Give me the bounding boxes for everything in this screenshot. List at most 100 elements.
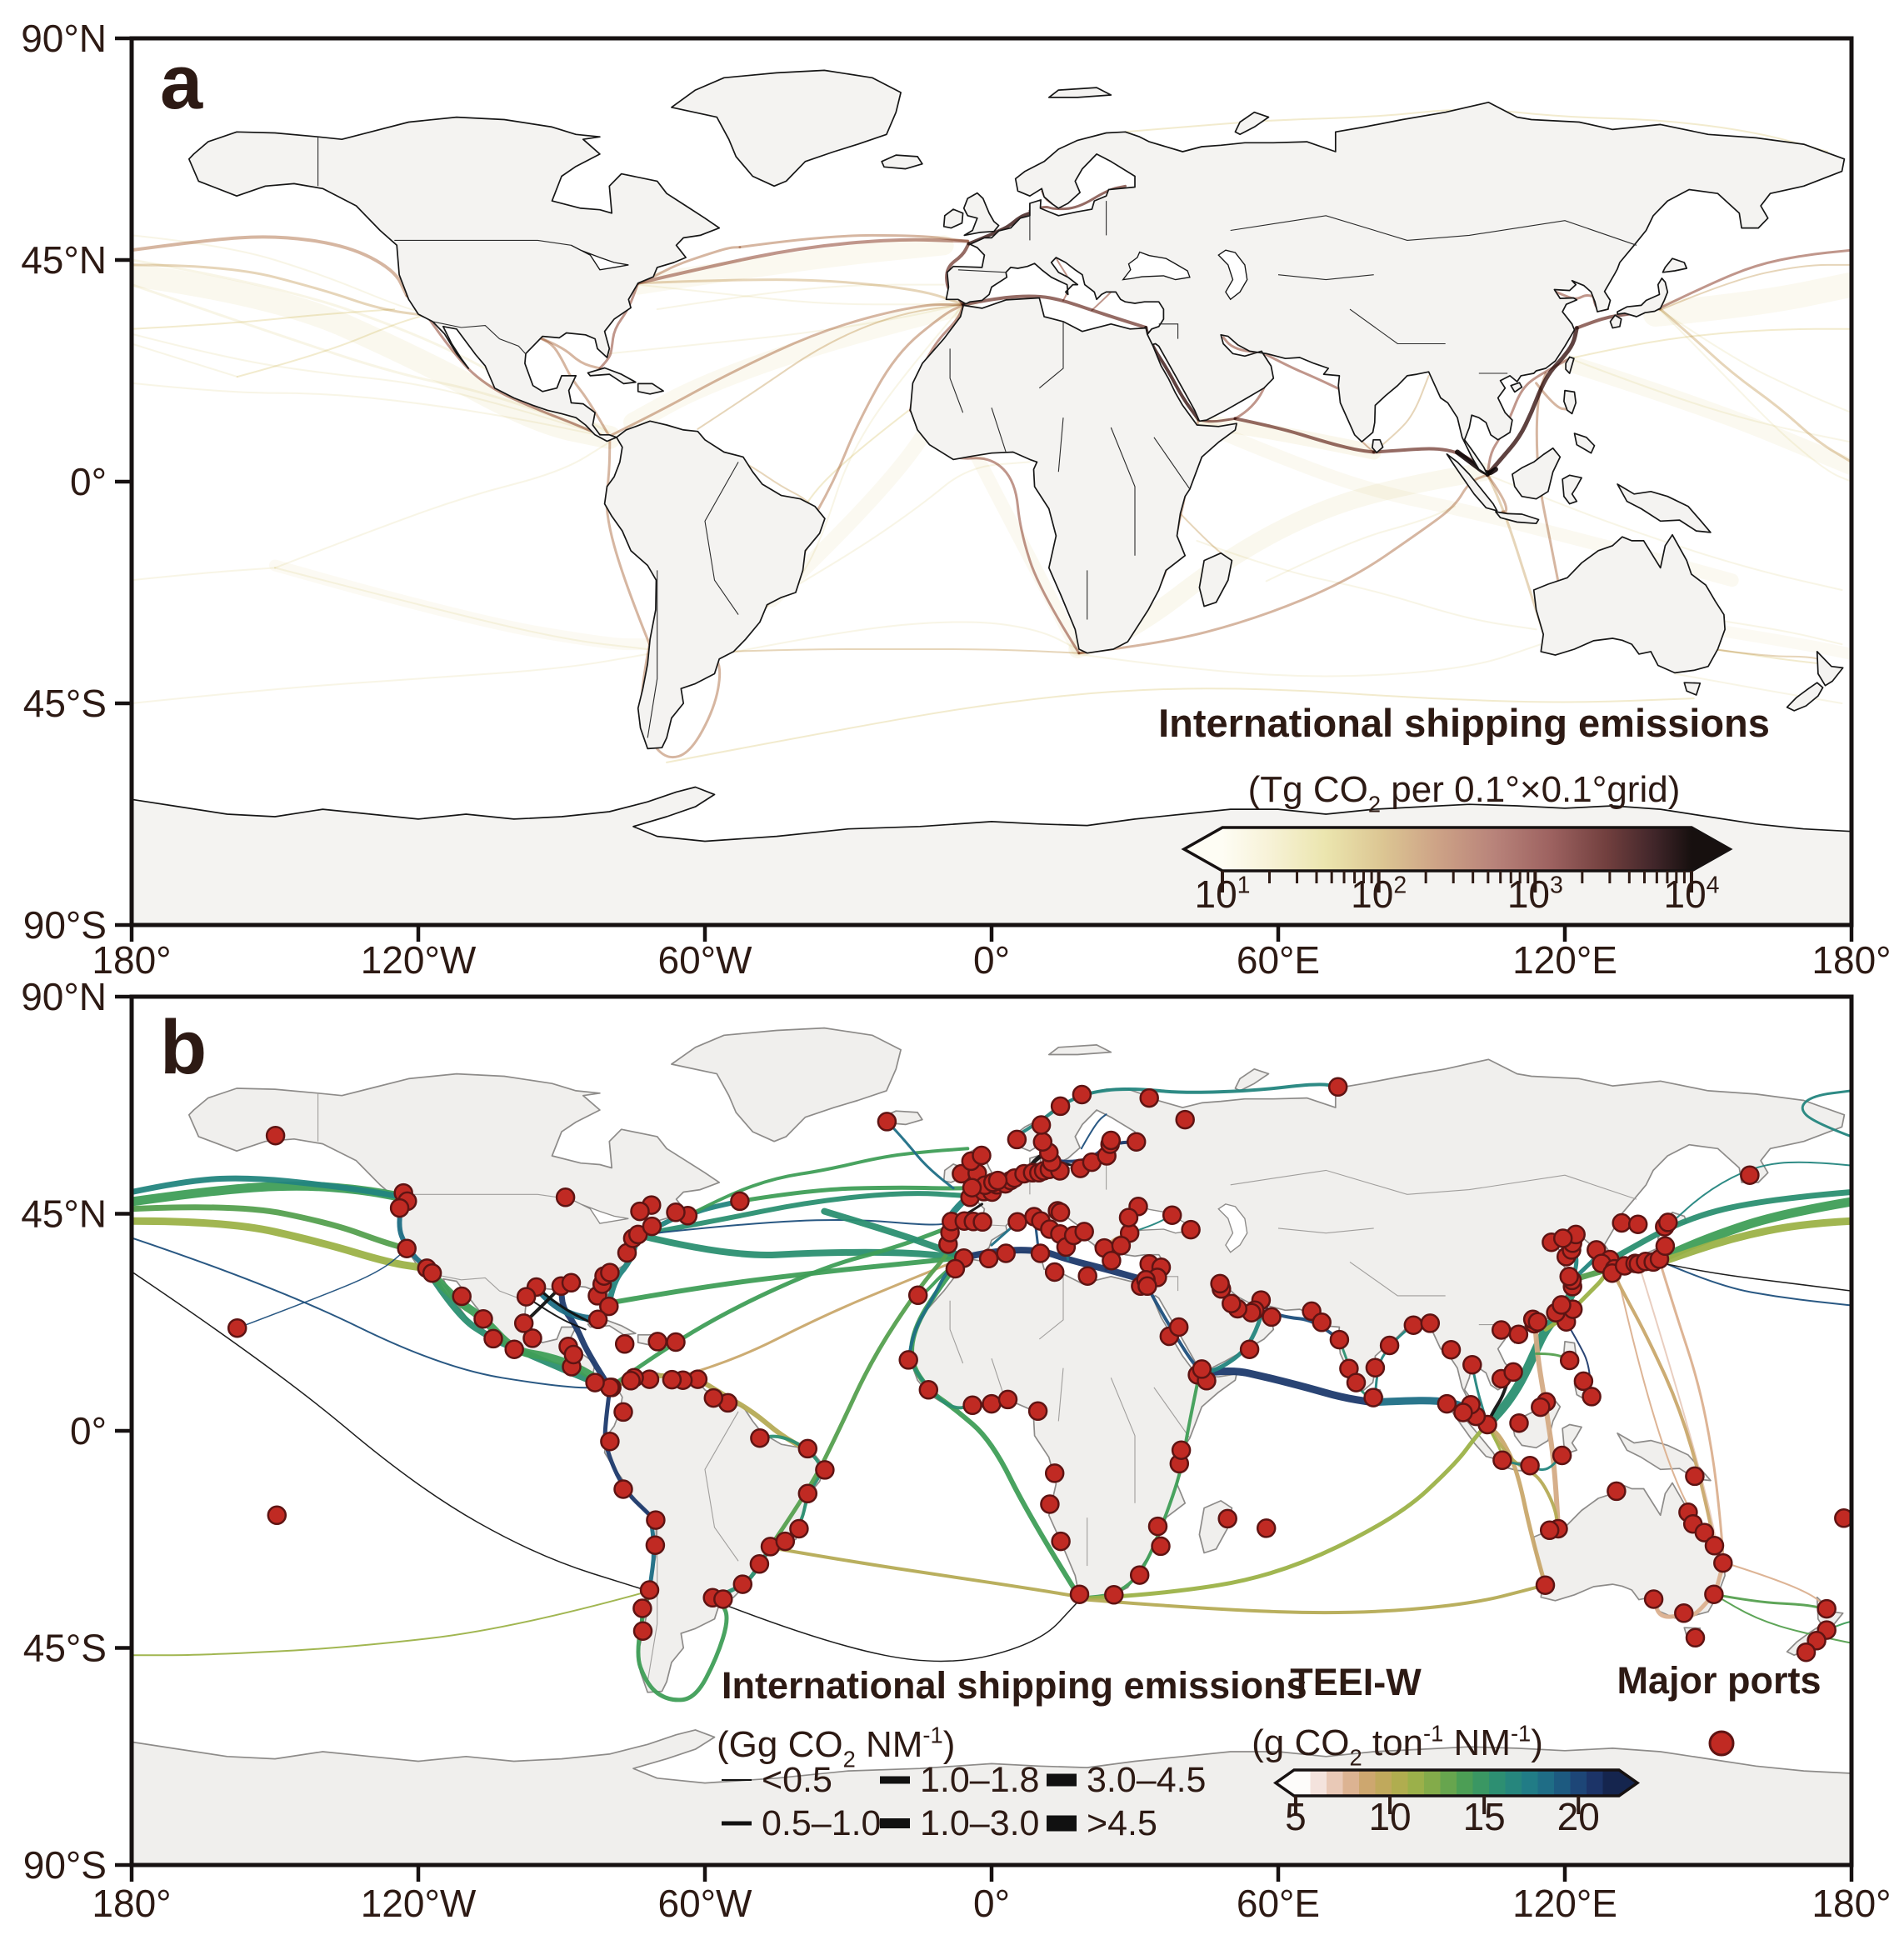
port-marker — [1210, 1273, 1230, 1294]
port-marker — [1559, 1350, 1580, 1371]
port-marker — [1817, 1598, 1837, 1619]
shipping-route — [1607, 1261, 1717, 1548]
x-tick-label: 60°W — [658, 1882, 753, 1925]
shipping-route — [132, 1204, 410, 1252]
shipping-route — [768, 1546, 1082, 1599]
coastline — [1563, 389, 1577, 415]
port-marker — [1437, 1393, 1457, 1414]
country-border — [949, 1300, 964, 1364]
port-marker — [1262, 1307, 1282, 1328]
coastline — [132, 786, 1852, 925]
port-marker — [614, 1334, 635, 1354]
coastline — [1446, 453, 1498, 512]
port-marker — [1658, 1212, 1678, 1232]
port-marker — [600, 1262, 620, 1282]
panel-letter-b: b — [160, 1005, 207, 1090]
port-marker — [422, 1262, 442, 1283]
port-marker — [749, 1554, 770, 1574]
port-marker — [732, 1574, 753, 1594]
country-border — [1158, 323, 1179, 339]
major-ports-layer — [227, 1077, 1852, 1662]
coastline — [1683, 682, 1702, 696]
shipping-route — [1801, 1089, 1852, 1138]
shipping-route — [723, 1601, 1078, 1662]
shipping-density-route — [1712, 648, 1828, 664]
lake — [1217, 249, 1248, 301]
x-tick-label: 120°E — [1512, 938, 1617, 982]
port-marker — [1491, 1320, 1512, 1340]
port-marker — [775, 1531, 796, 1552]
shipping-route — [634, 1232, 967, 1262]
shipping-density-route — [637, 283, 964, 306]
port-marker — [642, 1216, 662, 1237]
panel-letter-a: a — [160, 40, 203, 125]
shipping-density-route — [1712, 618, 1843, 646]
x-tick-label: 120°W — [361, 1882, 477, 1925]
coastline — [1047, 1044, 1112, 1056]
port-marker — [1704, 1536, 1725, 1556]
port-marker — [1104, 1585, 1124, 1605]
shipping-density-route — [697, 303, 964, 430]
shipping-route — [886, 1120, 955, 1190]
shipping-density-route — [1658, 307, 1852, 463]
coastline — [1617, 1432, 1712, 1482]
shipping-route — [635, 1191, 972, 1238]
port-marker — [972, 1212, 992, 1232]
port-marker — [666, 1332, 686, 1352]
coastline — [1562, 474, 1582, 505]
shipping-route — [557, 1283, 612, 1390]
port-marker — [1007, 1129, 1027, 1150]
port-marker — [1685, 1628, 1706, 1648]
shipping-route — [768, 1230, 954, 1549]
port-marker — [1713, 1552, 1733, 1573]
port-marker — [918, 1380, 939, 1400]
shipping-density-route — [1658, 308, 1852, 482]
linewidth-label: 3.0–4.5 — [1087, 1760, 1206, 1800]
emissions-linewidth-legend: International shipping emissions (Gg CO2 … — [717, 1664, 1307, 1843]
x-tick-label: 180° — [1812, 938, 1891, 982]
port-marker — [1552, 1445, 1572, 1466]
port-marker — [1527, 1312, 1548, 1332]
port-marker — [1503, 1362, 1523, 1382]
port-marker — [1050, 1096, 1071, 1117]
port-marker — [1508, 1324, 1529, 1344]
port-marker — [972, 1145, 992, 1166]
colorbar — [1181, 826, 1733, 872]
shipping-density-route — [771, 461, 1031, 601]
shipping-density-route — [1568, 328, 1852, 360]
shipping-density-route — [1552, 289, 1598, 300]
lake — [1217, 1203, 1248, 1253]
teei-colorbar-legend: TEEI-W (g CO2 ton-1 NM-1) 5 10 15 20 — [1252, 1661, 1641, 1838]
country-border — [1230, 215, 1637, 246]
port-marker — [397, 1238, 417, 1258]
coastline — [1372, 438, 1384, 453]
port-marker — [1050, 1202, 1071, 1222]
port-marker — [797, 1483, 818, 1504]
coastline — [1198, 552, 1233, 608]
port-marker — [265, 1125, 286, 1146]
port-marker — [987, 1170, 1008, 1191]
port-marker — [1044, 1463, 1065, 1483]
coastline — [945, 101, 1846, 476]
port-marker — [1685, 1466, 1705, 1487]
shipping-density-route — [712, 648, 1080, 654]
port-marker — [1704, 1584, 1724, 1604]
port-marker — [1171, 1440, 1192, 1460]
colorbar-tick-label: 15 — [1463, 1795, 1506, 1838]
shipping-density-route — [1196, 539, 1537, 631]
port-marker — [907, 1285, 928, 1306]
y-tick-label: 90°N — [21, 17, 107, 60]
port-marker — [1072, 1084, 1092, 1105]
port-marker — [789, 1518, 809, 1539]
country-border — [1153, 437, 1191, 490]
country-border — [704, 462, 739, 615]
shipping-route — [132, 1590, 651, 1657]
port-marker — [1256, 1518, 1277, 1538]
port-marker — [1379, 1335, 1400, 1356]
port-marker — [1453, 1402, 1473, 1422]
coastline — [1617, 278, 1669, 318]
y-tick-label: 90°S — [23, 1843, 107, 1887]
country-border — [949, 348, 964, 413]
port-marker — [1674, 1603, 1694, 1623]
shipping-route — [1722, 1562, 1827, 1609]
